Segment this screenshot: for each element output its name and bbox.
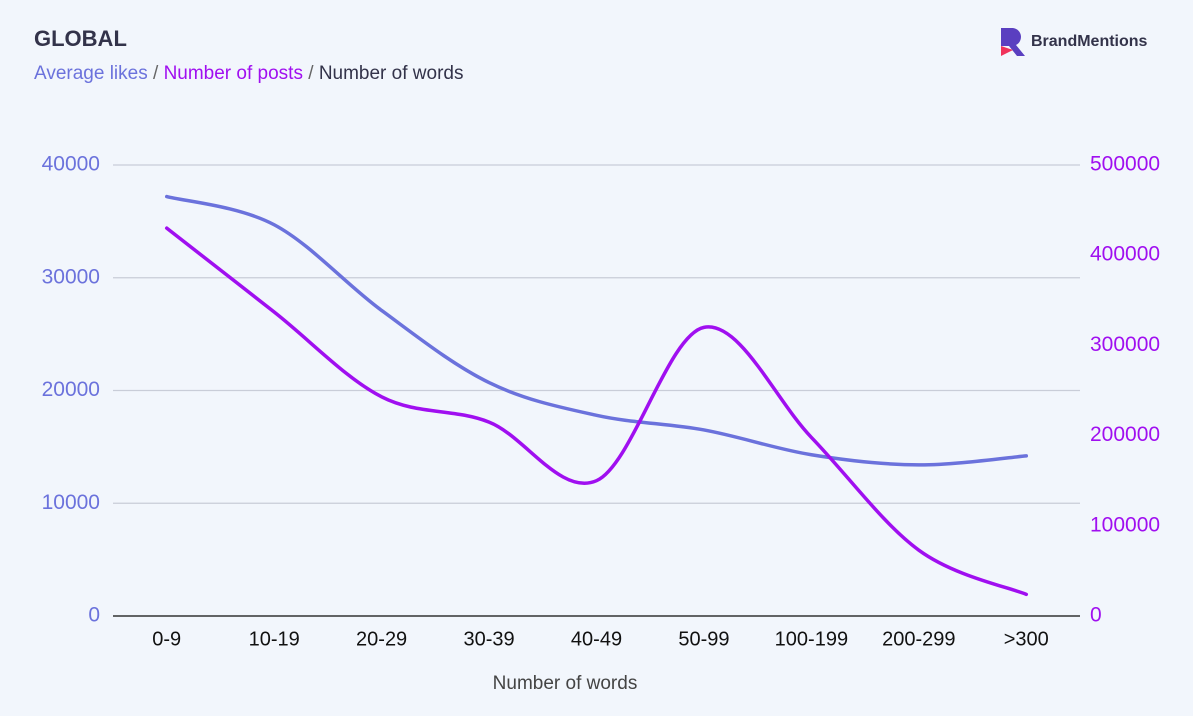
logo: BrandMentions (1001, 28, 1148, 56)
series-line (164, 226, 1029, 597)
y2-tick-label: 100000 (1090, 513, 1160, 536)
legend-separator: / (308, 63, 314, 84)
y-tick-label: 40000 (42, 153, 100, 176)
series-line (164, 194, 1029, 467)
y2-tick-label: 500000 (1090, 153, 1160, 176)
x-tick-label: 30-39 (463, 628, 514, 650)
x-tick-label: 40-49 (571, 628, 622, 650)
x-tick-label: 10-19 (249, 628, 300, 650)
x-tick-label: 200-299 (882, 628, 955, 650)
legend-entry: Average likes (34, 63, 148, 84)
legend-axis: Number of words (319, 63, 464, 84)
x-tick-label: 50-99 (678, 628, 729, 650)
chart-title: GLOBAL (34, 26, 127, 51)
y2-tick-label: 0 (1090, 604, 1102, 627)
legend-separator: / (153, 63, 159, 84)
legend-entry: Number of posts (164, 63, 303, 84)
logo-icon (1001, 46, 1013, 56)
y-tick-label: 30000 (42, 265, 100, 288)
y2-tick-label: 400000 (1090, 243, 1160, 266)
y2-tick-label: 200000 (1090, 423, 1160, 446)
x-tick-label: 20-29 (356, 628, 407, 650)
logo-text: BrandMentions (1031, 33, 1148, 50)
y-tick-label: 0 (88, 604, 100, 627)
x-tick-label: 0-9 (152, 628, 181, 650)
y2-tick-label: 300000 (1090, 333, 1160, 356)
x-axis-title: Number of words (493, 673, 638, 694)
legend: Average likes / Number of posts / Number… (34, 63, 463, 84)
x-tick-label: 100-199 (775, 628, 848, 650)
y-tick-label: 20000 (42, 378, 100, 401)
logo-icon (1001, 28, 1025, 56)
y-tick-label: 10000 (42, 491, 100, 514)
x-tick-label: >300 (1004, 628, 1049, 650)
